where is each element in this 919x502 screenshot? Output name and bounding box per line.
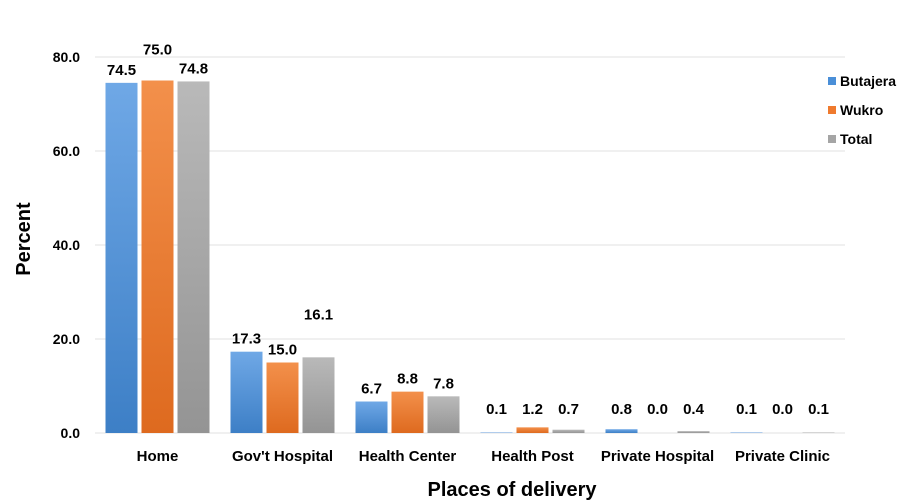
legend-label: Butajera: [840, 73, 896, 89]
x-category-label: Private Clinic: [735, 448, 830, 465]
x-category-label: Health Post: [491, 448, 574, 465]
data-label: 16.1: [304, 306, 333, 323]
bar: [302, 357, 335, 433]
data-label: 74.5: [107, 62, 136, 79]
y-tick-label: 40.0: [53, 237, 80, 253]
bar: [677, 431, 710, 433]
data-label: 74.8: [179, 60, 208, 77]
y-tick-label: 80.0: [53, 49, 80, 65]
data-label: 8.8: [397, 371, 418, 388]
y-tick-label: 20.0: [53, 331, 80, 347]
x-category-label: Home: [137, 448, 179, 465]
y-tick-label: 0.0: [61, 425, 81, 441]
data-label: 0.0: [772, 401, 793, 418]
x-axis-title: Places of delivery: [428, 479, 598, 501]
legend-swatch: [828, 106, 836, 114]
data-label: 0.4: [683, 401, 705, 418]
y-axis-ticks: 0.0 20.0 40.0 60.0 80.0: [53, 49, 80, 441]
data-label: 1.2: [522, 401, 543, 418]
bar: [105, 82, 138, 433]
legend-label: Total: [840, 131, 872, 147]
bar: [177, 81, 210, 433]
data-label: 0.1: [736, 401, 757, 418]
data-label: 0.1: [808, 401, 829, 418]
bar: [516, 427, 549, 433]
y-tick-label: 60.0: [53, 143, 80, 159]
legend-swatch: [828, 77, 836, 85]
legend: Butajera Wukro Total: [828, 73, 896, 147]
legend-label: Wukro: [840, 102, 883, 118]
data-label: 0.7: [558, 401, 579, 418]
gridlines: [95, 56, 845, 434]
legend-swatch: [828, 135, 836, 143]
bar: [355, 401, 388, 433]
bar: [552, 429, 585, 433]
data-label: 7.8: [433, 375, 454, 392]
bar: [141, 80, 174, 433]
y-axis-title: Percent: [13, 202, 35, 276]
bars: [105, 80, 835, 433]
data-label: 0.1: [486, 401, 507, 418]
data-label: 75.0: [143, 42, 172, 59]
bar: [266, 362, 299, 433]
bar: [391, 391, 424, 433]
data-labels: 74.5 75.0 74.8 17.3 15.0 16.1 6.7 8.8 7.8 0.1 1.2 0…: [107, 42, 829, 419]
data-label: 15.0: [268, 342, 297, 359]
bar: [230, 351, 263, 433]
x-category-label: Private Hospital: [601, 448, 714, 465]
data-label: 6.7: [361, 381, 382, 398]
x-category-label: Gov't Hospital: [232, 448, 333, 465]
bar: [427, 396, 460, 433]
data-label: 0.8: [611, 401, 632, 418]
data-label: 0.0: [647, 401, 668, 418]
data-label: 17.3: [232, 331, 261, 348]
bar: [605, 429, 638, 433]
x-category-label: Health Center: [359, 448, 457, 465]
x-axis-categories: Home Gov't Hospital Health Center Health Po…: [137, 448, 830, 465]
